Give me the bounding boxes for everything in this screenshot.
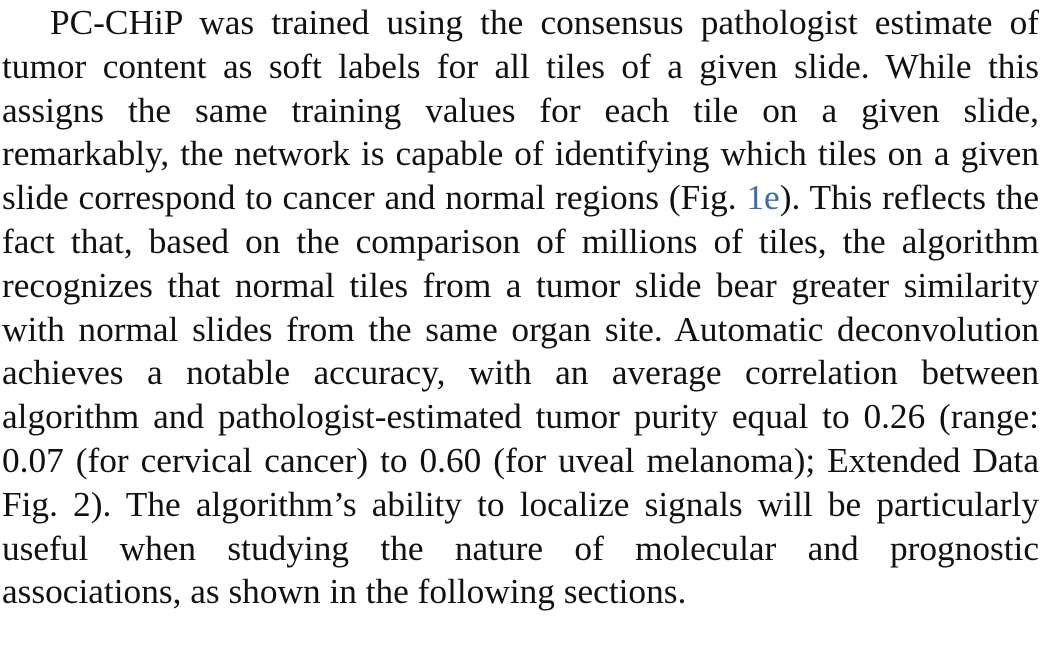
paragraph-text-part1: PC-CHiP was trained using the consensus … — [2, 3, 1039, 218]
body-paragraph: PC-CHiP was trained using the consensus … — [2, 0, 1039, 614]
figure-reference-link[interactable]: 1e — [746, 178, 780, 218]
paragraph-text-part2: ). This reflects the fact that, based on… — [2, 178, 1039, 612]
